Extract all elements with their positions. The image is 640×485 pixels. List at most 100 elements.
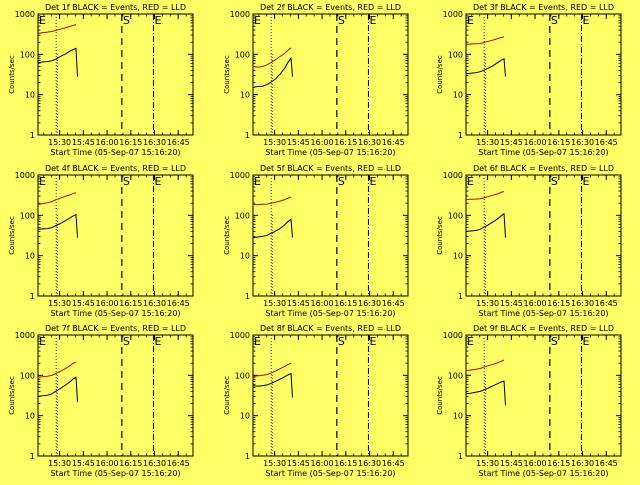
marker-label: S [123,14,130,27]
x-tick-label: 15:30 [48,459,71,468]
x-tick-label: 16:00 [524,138,547,147]
marker-label: S [551,14,558,27]
y-tick-label: 1000 [230,10,250,19]
x-tick-label: 15:30 [48,138,71,147]
x-tick-label: 16:30 [143,459,166,468]
y-axis-label: Counts/sec [8,216,16,255]
x-tick-label: 16:15 [547,459,570,468]
x-axis-label: Start Time (05-Sep-07 15:16:20) [50,148,180,157]
marker-label: S [123,335,130,348]
x-tick-label: 16:00 [311,459,334,468]
x-tick-label: 16:00 [311,138,334,147]
x-tick-label: 16:45 [595,299,618,308]
y-tick-label: 1 [245,131,250,140]
x-tick-label: 16:45 [595,138,618,147]
x-tick-label: 16:15 [334,299,357,308]
x-tick-label: 16:00 [96,459,119,468]
y-tick-label: 100 [448,371,463,380]
detector-panel-8: Det 8f BLACK = Events, RED = LLD 1 10 100 10… [223,324,409,478]
marker-label: E [369,335,376,348]
detector-panel-1: Det 1f BLACK = Events, RED = LLD 1 10 100 10… [8,3,194,157]
x-tick-label: 16:00 [311,299,334,308]
x-tick-label: 16:00 [524,299,547,308]
marker-label: E [582,335,589,348]
series-line-events [252,56,293,89]
x-tick-label: 15:30 [263,459,286,468]
x-tick-label: 15:30 [476,138,499,147]
marker-label: S [551,335,558,348]
x-tick-label: 15:30 [476,299,499,308]
series-line-events [252,218,293,239]
y-tick-label: 10 [453,91,463,100]
marker-label: E [39,335,46,348]
panel-title: Det 3f BLACK = Events, RED = LLD [473,3,614,12]
x-tick-label: 16:30 [358,459,381,468]
marker-label: E [254,14,261,27]
marker-label: E [39,14,46,27]
y-tick-label: 1 [30,452,35,461]
x-axis-label: Start Time (05-Sep-07 15:16:20) [265,309,395,318]
y-tick-label: 10 [453,252,463,261]
y-tick-label: 10 [25,412,35,421]
marker-label: S [551,175,558,188]
detector-panel-6: Det 6f BLACK = Events, RED = LLD 1 10 100 10… [436,164,622,318]
plot-frame [465,13,622,136]
series-line-lld [37,24,77,34]
y-tick-label: 1000 [15,171,35,180]
y-axis-label: Counts/sec [436,55,444,94]
plot-frame [465,334,622,457]
x-axis-label: Start Time (05-Sep-07 15:16:20) [50,309,180,318]
y-tick-label: 10 [240,91,250,100]
plot-frame [465,174,622,297]
y-tick-label: 100 [20,371,35,380]
y-axis-label: Counts/sec [436,376,444,415]
x-tick-label: 16:30 [571,299,594,308]
x-tick-label: 16:30 [143,138,166,147]
series-line-lld [465,36,505,45]
x-tick-label: 16:15 [119,299,142,308]
marker-label: E [254,335,261,348]
x-tick-label: 16:30 [571,138,594,147]
y-tick-label: 1 [458,452,463,461]
x-axis-label: Start Time (05-Sep-07 15:16:20) [478,469,608,478]
plot-frame [252,334,409,457]
panel-title: Det 7f BLACK = Events, RED = LLD [45,324,186,333]
panel-title: Det 2f BLACK = Events, RED = LLD [260,3,401,12]
panel-title: Det 8f BLACK = Events, RED = LLD [260,324,401,333]
y-tick-label: 1 [30,131,35,140]
series-line-events [37,213,78,238]
y-tick-label: 1 [245,292,250,301]
marker-label: E [369,14,376,27]
y-tick-label: 1000 [230,171,250,180]
marker-label: E [467,175,474,188]
detector-panel-3: Det 3f BLACK = Events, RED = LLD 1 10 100 10… [436,3,622,157]
marker-label: E [582,14,589,27]
series-line-events [252,372,293,398]
x-tick-label: 15:45 [500,138,523,147]
series-line-events [465,57,506,77]
y-tick-label: 10 [240,412,250,421]
marker-label: E [154,335,161,348]
x-tick-label: 16:15 [547,138,570,147]
x-tick-label: 15:45 [500,299,523,308]
x-tick-label: 16:15 [334,459,357,468]
x-axis-label: Start Time (05-Sep-07 15:16:20) [478,148,608,157]
y-tick-label: 10 [25,252,35,261]
y-tick-label: 1000 [443,10,463,19]
detector-panel-2: Det 2f BLACK = Events, RED = LLD 1 10 100 10… [223,3,409,157]
detector-panel-7: Det 7f BLACK = Events, RED = LLD 1 10 100 10… [8,324,194,478]
y-tick-label: 1 [458,131,463,140]
x-tick-label: 16:30 [571,459,594,468]
y-tick-label: 1000 [443,171,463,180]
series-line-lld [465,191,505,201]
panel-title: Det 1f BLACK = Events, RED = LLD [45,3,186,12]
x-tick-label: 15:45 [287,299,310,308]
series-line-lld [37,361,77,378]
y-tick-label: 100 [235,211,250,220]
series-line-events [37,376,78,402]
y-tick-label: 1 [245,452,250,461]
y-tick-label: 1000 [15,331,35,340]
y-axis-label: Counts/sec [223,376,231,415]
marker-label: E [254,175,261,188]
